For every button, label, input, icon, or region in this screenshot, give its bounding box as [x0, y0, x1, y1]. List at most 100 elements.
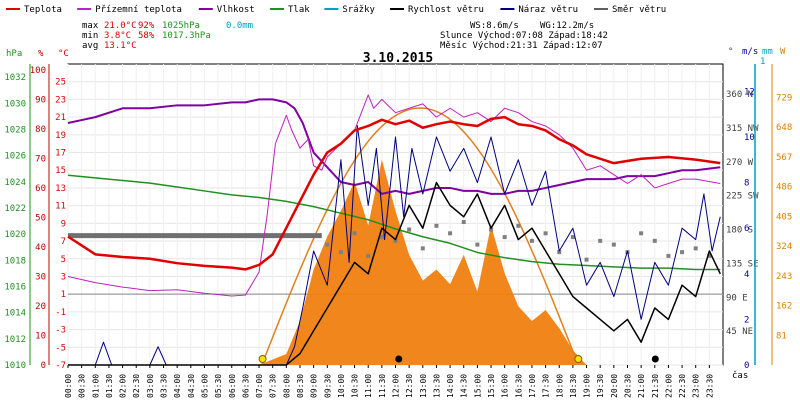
axis-tick-humidity: 80 — [35, 125, 46, 135]
series-direction-point — [489, 227, 494, 232]
series-direction-point — [502, 235, 507, 240]
stat-min-label: min — [82, 31, 98, 41]
stat-max-hum: 92% — [138, 21, 155, 31]
x-tick-label: 10:00 — [337, 374, 346, 398]
x-tick-label: 21:00 — [637, 374, 646, 398]
x-tick-label: 12:30 — [405, 374, 414, 398]
axis-tick-pressure: 1020 — [4, 230, 26, 240]
x-tick-label: 15:00 — [473, 374, 482, 398]
series-direction-point — [584, 257, 589, 262]
axis-tick-wind: 6 — [744, 224, 749, 234]
axis-tick-temperature: 21 — [55, 113, 66, 123]
axis-unit-rain: mm — [762, 47, 773, 57]
stat-min-temp: 3.8°C — [104, 31, 131, 41]
axis-tick-temperature: 15 — [55, 166, 66, 176]
axis-tick-wind: 0 — [744, 361, 749, 371]
axis-tick-temperature: -3 — [55, 326, 66, 336]
legend-label: Srážky — [342, 5, 375, 15]
series-direction-point — [611, 242, 616, 247]
series-direction-point — [598, 238, 603, 243]
series-direction-point — [570, 235, 575, 240]
axis-tick-direction: 360 N — [726, 90, 753, 100]
series-direction-point — [325, 242, 330, 247]
axis-tick-temperature: -5 — [55, 343, 66, 353]
legend-label: Směr větru — [612, 5, 666, 15]
x-tick-label: 16:30 — [514, 374, 523, 398]
x-tick-label: 13:00 — [419, 374, 428, 398]
x-tick-label: 20:30 — [623, 374, 632, 398]
x-tick-label: 00:30 — [78, 374, 87, 398]
stat-avg-temp: 13.1°C — [104, 41, 137, 51]
series-direction-point — [448, 231, 453, 236]
stat-ws: WS:8.6m/s — [470, 21, 519, 31]
legend-label: Teplota — [24, 5, 62, 15]
stat-wg: WG:12.2m/s — [540, 21, 594, 31]
x-tick-label: 19:00 — [583, 374, 592, 398]
x-tick-label: 06:00 — [228, 374, 237, 398]
axis-tick-wind: 4 — [744, 270, 749, 280]
axis-tick-direction: 90 E — [726, 293, 748, 303]
axis-unit-solar: W — [780, 47, 786, 57]
series-direction-point — [707, 253, 712, 258]
axis-tick-temperature: 23 — [55, 95, 66, 105]
axis-tick-solar: 243 — [776, 272, 792, 282]
axis-tick-wind: 12 — [744, 87, 755, 97]
axis-tick-solar: 162 — [776, 302, 792, 312]
x-tick-label: 22:00 — [664, 374, 673, 398]
stat-max-press: 1025hPa — [162, 21, 200, 31]
axis-tick-pressure: 1028 — [4, 125, 26, 135]
axis-tick-direction: 270 W — [726, 158, 754, 168]
axis-tick-direction: 135 SE — [726, 259, 759, 269]
axis-tick-humidity: 50 — [35, 213, 46, 223]
x-tick-label: 10:30 — [351, 374, 360, 398]
axis-tick-direction: 315 NW — [726, 124, 759, 134]
series-direction-point — [475, 242, 480, 247]
x-tick-label: 04:00 — [173, 374, 182, 398]
legend-label: Tlak — [288, 5, 310, 15]
axis-tick-solar: 648 — [776, 123, 792, 133]
x-tick-label: 01:30 — [105, 374, 114, 398]
axis-tick-temperature: 7 — [61, 237, 66, 247]
x-tick-label: 00:00 — [64, 374, 73, 398]
x-tick-label: 06:30 — [241, 374, 250, 398]
moonset-marker — [395, 355, 403, 363]
series-direction-point — [529, 238, 534, 243]
axis-tick-solar: 324 — [776, 242, 792, 252]
stat-avg-label: avg — [82, 41, 98, 51]
axis-tick-temperature: 11 — [55, 202, 66, 212]
x-tick-label: 02:30 — [132, 374, 141, 398]
axis-tick-wind: 8 — [744, 179, 749, 189]
x-tick-label: 15:30 — [487, 374, 496, 398]
axis-tick-pressure: 1030 — [4, 99, 26, 109]
series-direction-point — [543, 231, 548, 236]
series-direction-point — [393, 238, 398, 243]
x-tick-label: 13:30 — [432, 374, 441, 398]
series-solar-area — [68, 159, 723, 365]
axis-tick-temperature: 3 — [61, 272, 66, 282]
x-tick-label: 02:00 — [119, 374, 128, 398]
axis-unit-wind: m/s — [742, 47, 758, 57]
x-tick-label: 09:00 — [310, 374, 319, 398]
sunrise-marker — [258, 355, 267, 363]
rain-axis-top: 1 — [760, 57, 765, 67]
series-direction-point — [379, 235, 384, 240]
axis-unit-temperature: °C — [58, 49, 69, 59]
axis-tick-pressure: 1012 — [4, 335, 26, 345]
axis-tick-humidity: 0 — [41, 361, 46, 371]
x-tick-label: 04:30 — [187, 374, 196, 398]
axis-tick-humidity: 20 — [35, 302, 46, 312]
axis-tick-humidity: 40 — [35, 243, 46, 253]
axis-tick-pressure: 1016 — [4, 282, 26, 292]
axis-tick-temperature: -1 — [55, 308, 66, 318]
series-direction-point — [407, 227, 412, 232]
axis-tick-temperature: 25 — [55, 78, 66, 88]
axis-tick-temperature: 5 — [61, 255, 66, 265]
x-tick-label: 22:30 — [678, 374, 687, 398]
series-direction-point — [420, 246, 425, 251]
x-tick-label: 20:00 — [610, 374, 619, 398]
axis-tick-humidity: 70 — [35, 154, 46, 164]
series-pressure-line — [67, 174, 721, 271]
series-direction-point — [557, 250, 562, 255]
series-wind-line — [68, 181, 721, 366]
